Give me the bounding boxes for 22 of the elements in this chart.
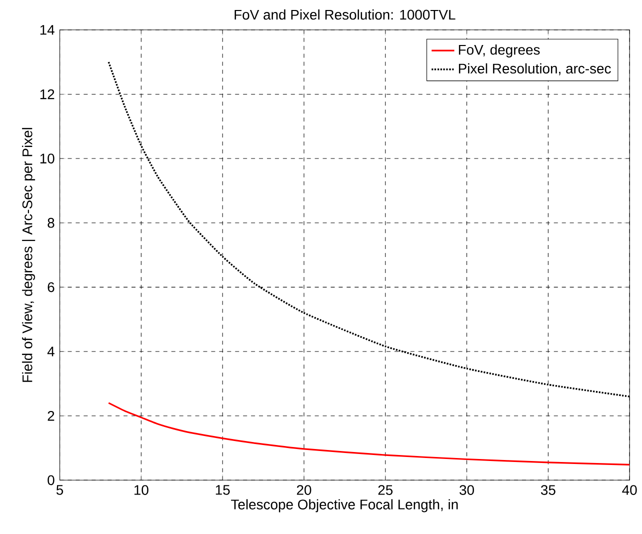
x-tick-label: 15 [216,485,230,495]
x-tick-label: 30 [460,485,474,495]
x-tick-label: 20 [296,485,312,495]
y-tick-label: 10 [40,154,54,164]
y-tick-label: 14 [40,25,54,35]
y-tick-label: 2 [48,410,54,421]
y-axis-title: Field of View, degrees | Arc-Sec per Pixel [22,128,36,382]
y-tick-label: 12 [40,89,54,100]
y-tick-label: 6 [48,282,54,292]
x-tick-label: 5 [56,485,64,495]
y-tick-label: 8 [48,218,54,228]
legend-label: FoV, degrees [458,44,540,58]
x-axis-title: Telescope Objective Focal Length, in [231,499,458,512]
x-tick-label: 40 [622,485,637,495]
x-tick-label: 10 [134,485,148,495]
legend-label: Pixel Resolution, arc-sec [458,63,611,76]
line-series [108,402,630,466]
chart-title: FoV and Pixel Resolution: 1000TVL [234,9,456,20]
x-tick-label: 25 [378,485,393,495]
y-tick-label: 0 [48,475,54,486]
x-tick-label: 35 [540,485,556,495]
y-tick-label: 4 [47,346,54,356]
